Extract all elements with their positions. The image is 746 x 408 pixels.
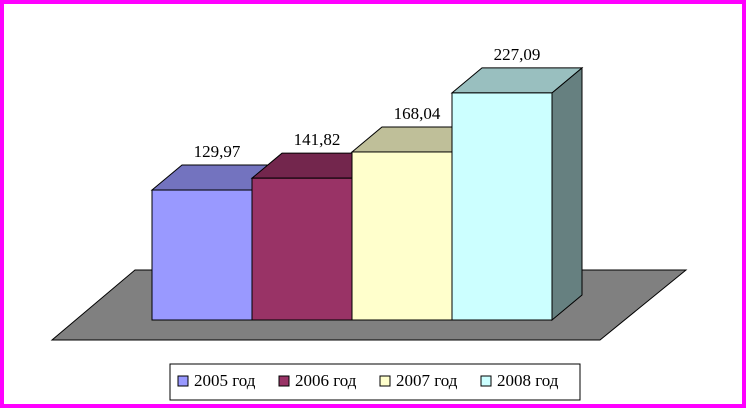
legend-swatch [480,375,492,387]
bar [451,92,553,321]
legend-label: 2005 год [194,371,256,390]
legend-swatch [278,375,290,387]
data-label: 227,09 [494,45,541,64]
bar [351,151,453,321]
legend-swatch [177,375,189,387]
legend-label: 2008 год [497,371,559,390]
data-label: 141,82 [294,130,341,149]
data-label: 168,04 [394,104,441,123]
legend-label: 2007 год [396,371,458,390]
data-label: 129,97 [194,142,241,161]
bar [251,177,353,321]
legend-box [169,363,581,401]
legend-label: 2006 год [295,371,357,390]
legend-swatch [379,375,391,387]
bar-side [551,66,583,322]
bar [151,189,253,321]
